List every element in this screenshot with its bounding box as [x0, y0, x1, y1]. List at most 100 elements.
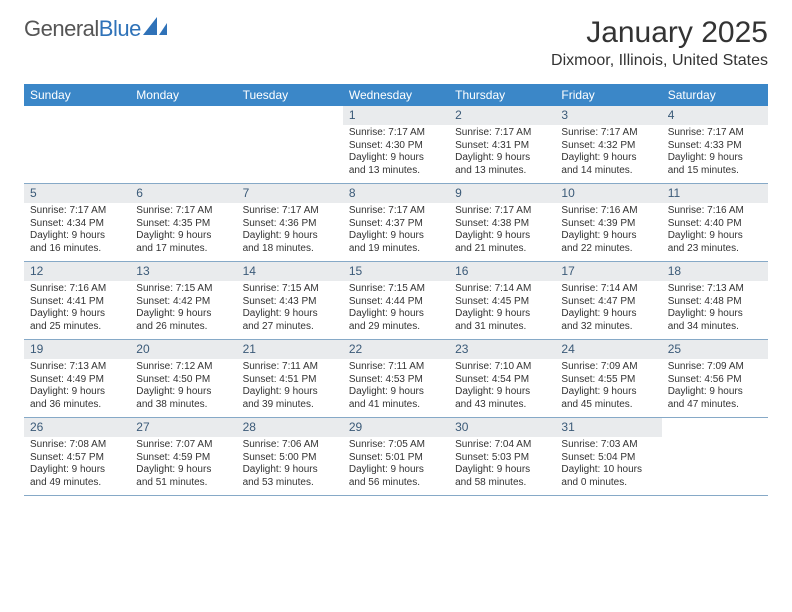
daylight-line: Daylight: 10 hours and 0 minutes.	[561, 464, 655, 489]
sunrise-line: Sunrise: 7:13 AM	[668, 283, 762, 296]
daylight-line: Daylight: 9 hours and 23 minutes.	[668, 230, 762, 255]
sunset-line: Sunset: 4:49 PM	[30, 374, 124, 387]
day-number: 23	[449, 340, 555, 359]
day-details: Sunrise: 7:07 AMSunset: 4:59 PMDaylight:…	[130, 437, 236, 495]
day-details: Sunrise: 7:15 AMSunset: 4:42 PMDaylight:…	[130, 281, 236, 339]
sunrise-line: Sunrise: 7:17 AM	[561, 127, 655, 140]
daylight-line: Daylight: 9 hours and 41 minutes.	[349, 386, 443, 411]
day-number: 19	[24, 340, 130, 359]
logo-text-2: Blue	[99, 16, 141, 41]
day-details: Sunrise: 7:17 AMSunset: 4:35 PMDaylight:…	[130, 203, 236, 261]
day-number: 25	[662, 340, 768, 359]
day-number: 27	[130, 418, 236, 437]
day-number: 16	[449, 262, 555, 281]
sunset-line: Sunset: 4:44 PM	[349, 296, 443, 309]
calendar-table: SundayMondayTuesdayWednesdayThursdayFrid…	[24, 84, 768, 496]
calendar-cell: 20Sunrise: 7:12 AMSunset: 4:50 PMDayligh…	[130, 340, 236, 418]
sunrise-line: Sunrise: 7:15 AM	[349, 283, 443, 296]
day-details: Sunrise: 7:17 AMSunset: 4:34 PMDaylight:…	[24, 203, 130, 261]
sunset-line: Sunset: 4:57 PM	[30, 452, 124, 465]
sunrise-line: Sunrise: 7:17 AM	[455, 127, 549, 140]
daylight-line: Daylight: 9 hours and 26 minutes.	[136, 308, 230, 333]
sunset-line: Sunset: 5:04 PM	[561, 452, 655, 465]
location-subtitle: Dixmoor, Illinois, United States	[551, 52, 768, 70]
sunset-line: Sunset: 5:01 PM	[349, 452, 443, 465]
logo: GeneralBlue	[24, 16, 169, 42]
day-details: Sunrise: 7:13 AMSunset: 4:48 PMDaylight:…	[662, 281, 768, 339]
calendar-cell: 27Sunrise: 7:07 AMSunset: 4:59 PMDayligh…	[130, 418, 236, 496]
sunset-line: Sunset: 4:38 PM	[455, 218, 549, 231]
sunrise-line: Sunrise: 7:07 AM	[136, 439, 230, 452]
sunrise-line: Sunrise: 7:17 AM	[136, 205, 230, 218]
sunrise-line: Sunrise: 7:04 AM	[455, 439, 549, 452]
daylight-line: Daylight: 9 hours and 19 minutes.	[349, 230, 443, 255]
daylight-line: Daylight: 9 hours and 16 minutes.	[30, 230, 124, 255]
day-number: 1	[343, 106, 449, 125]
calendar-cell: ..	[237, 106, 343, 184]
daylight-line: Daylight: 9 hours and 14 minutes.	[561, 152, 655, 177]
daylight-line: Daylight: 9 hours and 18 minutes.	[243, 230, 337, 255]
page-header: GeneralBlue January 2025 Dixmoor, Illino…	[24, 16, 768, 70]
day-details: Sunrise: 7:14 AMSunset: 4:45 PMDaylight:…	[449, 281, 555, 339]
day-number: 5	[24, 184, 130, 203]
day-header: Thursday	[449, 84, 555, 106]
calendar-cell: 16Sunrise: 7:14 AMSunset: 4:45 PMDayligh…	[449, 262, 555, 340]
sunset-line: Sunset: 4:33 PM	[668, 140, 762, 153]
sunset-line: Sunset: 4:53 PM	[349, 374, 443, 387]
daylight-line: Daylight: 9 hours and 43 minutes.	[455, 386, 549, 411]
logo-text: GeneralBlue	[24, 16, 141, 42]
sunrise-line: Sunrise: 7:09 AM	[561, 361, 655, 374]
calendar-cell: 1Sunrise: 7:17 AMSunset: 4:30 PMDaylight…	[343, 106, 449, 184]
calendar-cell: 2Sunrise: 7:17 AMSunset: 4:31 PMDaylight…	[449, 106, 555, 184]
day-details: Sunrise: 7:16 AMSunset: 4:40 PMDaylight:…	[662, 203, 768, 261]
calendar-cell: ..	[24, 106, 130, 184]
calendar-cell: 15Sunrise: 7:15 AMSunset: 4:44 PMDayligh…	[343, 262, 449, 340]
day-details: Sunrise: 7:09 AMSunset: 4:56 PMDaylight:…	[662, 359, 768, 417]
day-header: Monday	[130, 84, 236, 106]
day-number: 29	[343, 418, 449, 437]
day-details: Sunrise: 7:10 AMSunset: 4:54 PMDaylight:…	[449, 359, 555, 417]
sunrise-line: Sunrise: 7:12 AM	[136, 361, 230, 374]
sail-icon	[143, 17, 169, 42]
sunset-line: Sunset: 4:42 PM	[136, 296, 230, 309]
sunset-line: Sunset: 5:00 PM	[243, 452, 337, 465]
calendar-cell: 5Sunrise: 7:17 AMSunset: 4:34 PMDaylight…	[24, 184, 130, 262]
daylight-line: Daylight: 9 hours and 49 minutes.	[30, 464, 124, 489]
sunset-line: Sunset: 4:32 PM	[561, 140, 655, 153]
day-details: Sunrise: 7:17 AMSunset: 4:32 PMDaylight:…	[555, 125, 661, 183]
day-number: 3	[555, 106, 661, 125]
calendar-week-row: 26Sunrise: 7:08 AMSunset: 4:57 PMDayligh…	[24, 418, 768, 496]
sunset-line: Sunset: 4:40 PM	[668, 218, 762, 231]
calendar-cell: 29Sunrise: 7:05 AMSunset: 5:01 PMDayligh…	[343, 418, 449, 496]
day-number: 6	[130, 184, 236, 203]
sunrise-line: Sunrise: 7:03 AM	[561, 439, 655, 452]
day-number: 28	[237, 418, 343, 437]
daylight-line: Daylight: 9 hours and 58 minutes.	[455, 464, 549, 489]
calendar-cell: 13Sunrise: 7:15 AMSunset: 4:42 PMDayligh…	[130, 262, 236, 340]
day-number: 9	[449, 184, 555, 203]
sunrise-line: Sunrise: 7:17 AM	[455, 205, 549, 218]
day-header: Friday	[555, 84, 661, 106]
day-details: Sunrise: 7:15 AMSunset: 4:44 PMDaylight:…	[343, 281, 449, 339]
sunrise-line: Sunrise: 7:14 AM	[561, 283, 655, 296]
daylight-line: Daylight: 9 hours and 53 minutes.	[243, 464, 337, 489]
day-header: Tuesday	[237, 84, 343, 106]
calendar-cell: 8Sunrise: 7:17 AMSunset: 4:37 PMDaylight…	[343, 184, 449, 262]
calendar-cell: 14Sunrise: 7:15 AMSunset: 4:43 PMDayligh…	[237, 262, 343, 340]
daylight-line: Daylight: 9 hours and 36 minutes.	[30, 386, 124, 411]
calendar-cell: 6Sunrise: 7:17 AMSunset: 4:35 PMDaylight…	[130, 184, 236, 262]
day-details: Sunrise: 7:17 AMSunset: 4:36 PMDaylight:…	[237, 203, 343, 261]
day-number: 2	[449, 106, 555, 125]
sunset-line: Sunset: 4:39 PM	[561, 218, 655, 231]
sunrise-line: Sunrise: 7:08 AM	[30, 439, 124, 452]
daylight-line: Daylight: 9 hours and 13 minutes.	[349, 152, 443, 177]
sunset-line: Sunset: 4:45 PM	[455, 296, 549, 309]
day-number: 22	[343, 340, 449, 359]
day-details: Sunrise: 7:11 AMSunset: 4:53 PMDaylight:…	[343, 359, 449, 417]
calendar-cell: 21Sunrise: 7:11 AMSunset: 4:51 PMDayligh…	[237, 340, 343, 418]
daylight-line: Daylight: 9 hours and 31 minutes.	[455, 308, 549, 333]
daylight-line: Daylight: 9 hours and 29 minutes.	[349, 308, 443, 333]
day-number: 13	[130, 262, 236, 281]
calendar-cell: 22Sunrise: 7:11 AMSunset: 4:53 PMDayligh…	[343, 340, 449, 418]
sunset-line: Sunset: 4:47 PM	[561, 296, 655, 309]
